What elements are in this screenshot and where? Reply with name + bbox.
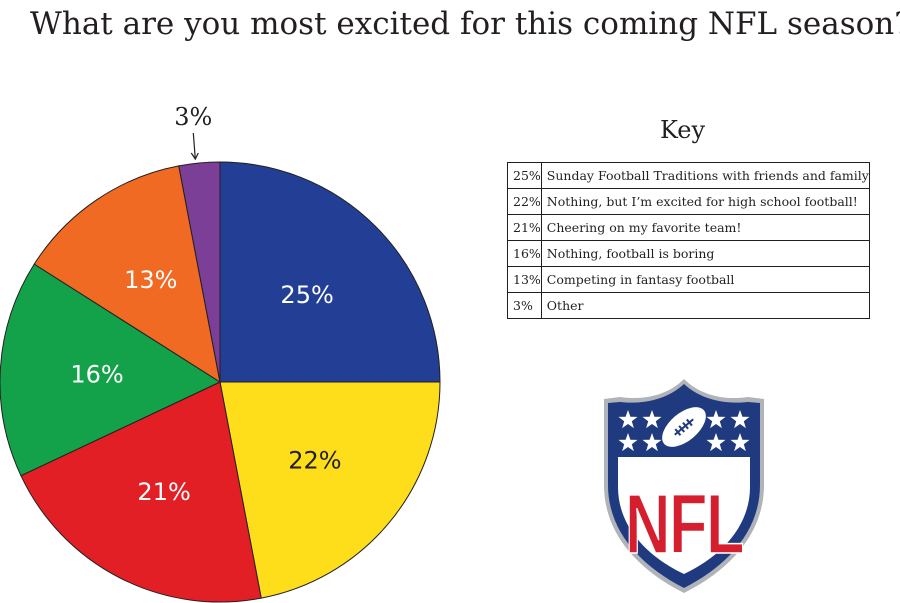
pie-slice-favorite-team xyxy=(20,381,262,603)
pie-slice-high-school-football xyxy=(219,381,441,599)
pie-label-sunday-traditions: 25% xyxy=(280,281,333,309)
pie-label-fantasy-football: 13% xyxy=(124,266,177,294)
key-percent: 25% xyxy=(507,162,542,189)
key-percent: 21% xyxy=(507,214,542,241)
chart-title: What are you most excited for this comin… xyxy=(30,6,900,42)
key-percent: 22% xyxy=(507,188,542,215)
pie-slice-fantasy-football xyxy=(33,165,221,384)
logo-text: NFL xyxy=(625,477,743,571)
pie-label-other: 3% xyxy=(174,103,212,131)
key-label: Other xyxy=(540,292,870,319)
key-label: Sunday Football Traditions with friends … xyxy=(540,162,870,189)
key-label: Cheering on my favorite team! xyxy=(540,214,870,241)
pointer-arrow xyxy=(192,132,196,160)
pie-slice-sunday-traditions xyxy=(219,161,441,383)
key-table: 25% Sunday Football Traditions with frie… xyxy=(507,162,870,319)
key-percent: 13% xyxy=(507,266,542,293)
pie-label-high-school-football: 22% xyxy=(288,447,341,475)
pointer-arrowhead xyxy=(190,152,199,161)
key-percent: 16% xyxy=(507,240,542,267)
key-row: 25% Sunday Football Traditions with frie… xyxy=(507,162,870,189)
key-label: Nothing, but I’m excited for high school… xyxy=(540,188,870,215)
pie-label-favorite-team: 21% xyxy=(137,478,190,506)
key-percent: 3% xyxy=(507,292,542,319)
key-label: Nothing, football is boring xyxy=(540,240,870,267)
key-row: 21% Cheering on my favorite team! xyxy=(507,214,870,241)
key-label: Competing in fantasy football xyxy=(540,266,870,293)
nfl-logo: NFL xyxy=(604,379,764,593)
pie-slice-other xyxy=(178,161,221,383)
key-row: 22% Nothing, but I’m excited for high sc… xyxy=(507,188,870,215)
pie-label-football-boring: 16% xyxy=(70,360,123,388)
key-row: 13% Competing in fantasy football xyxy=(507,266,870,293)
pie-slice-football-boring xyxy=(0,263,222,477)
key-row: 16% Nothing, football is boring xyxy=(507,240,870,267)
key-row: 3% Other xyxy=(507,292,870,319)
key-title: Key xyxy=(660,116,706,144)
football-icon xyxy=(662,407,706,447)
